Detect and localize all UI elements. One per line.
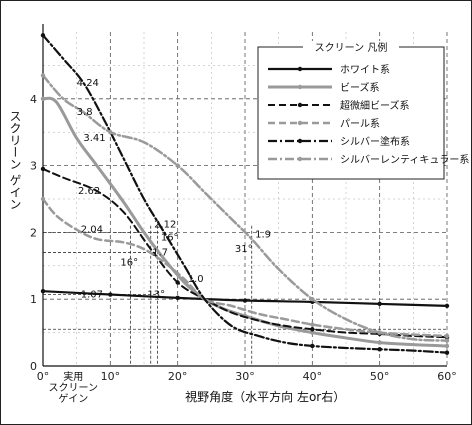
practical-gain-label: 実用 — [63, 370, 83, 383]
value-label: 16° — [161, 233, 179, 244]
series-line-3 — [42, 167, 448, 339]
y-tick-label: 0 — [30, 360, 37, 373]
legend-label: シルバー塗布系 — [340, 135, 410, 148]
legend-marker — [297, 138, 303, 144]
series-point — [444, 343, 450, 349]
value-label: 13° — [147, 290, 165, 301]
series-point — [310, 330, 315, 335]
legend-label: 超微細ビーズ系 — [340, 99, 410, 112]
legend-marker — [297, 84, 303, 90]
annotations: 4.24 3.8 3.41 2.62 2.04 1.07 2.12 16° 16° 1.7 13° 1… — [77, 78, 271, 301]
value-label: 31° — [235, 244, 253, 255]
series-point — [310, 343, 315, 349]
axes — [42, 24, 447, 367]
legend-marker — [297, 102, 303, 108]
x-axis-title: 視野角度（水平方向 左or右） — [185, 389, 345, 404]
x-tick-label: 50° — [370, 370, 390, 383]
y-tick-label: 3 — [30, 160, 37, 173]
series-point — [377, 340, 382, 345]
series-point — [108, 130, 113, 135]
series-point — [175, 280, 180, 285]
legend-label: パール系 — [340, 118, 380, 130]
value-label: 1.7 — [152, 247, 168, 258]
series-point — [242, 298, 248, 303]
series-line-4 — [41, 197, 449, 338]
x-tick-label: 20° — [168, 370, 188, 383]
series-group — [40, 33, 450, 355]
value-label: 2.62 — [78, 186, 100, 197]
value-label: 16° — [120, 257, 138, 268]
series-point — [444, 338, 450, 343]
series-point — [175, 163, 180, 168]
series-point — [377, 330, 382, 335]
x-tick-label: 10° — [101, 370, 121, 383]
legend: スクリーン 凡例ホワイト系ビーズ系超微細ビーズ系パール系シルバー塗布系シルバーレ… — [257, 41, 469, 180]
legend-title: スクリーン 凡例 — [315, 41, 388, 54]
legend-label: シルバーレンティキュラー系 — [340, 154, 469, 166]
series-line-6 — [41, 74, 449, 342]
practical-gain-label: スクリーン — [49, 382, 99, 394]
series-point — [40, 166, 46, 172]
y-axis-title: スクリーン ゲイン — [8, 110, 22, 210]
legend-label: ホワイト系 — [340, 64, 390, 76]
series-point — [310, 327, 315, 332]
value-label: 1.07 — [81, 290, 103, 301]
series-point — [444, 333, 450, 339]
legend-marker — [297, 156, 303, 162]
series-point — [175, 295, 180, 301]
series-point — [310, 322, 315, 327]
y-tick-label: 1 — [30, 293, 37, 306]
value-label: 1.9 — [255, 229, 271, 240]
series-point — [40, 33, 46, 38]
series-point — [444, 303, 450, 309]
legend-title-bg — [303, 41, 399, 53]
legend-marker — [297, 66, 303, 72]
series-point — [40, 196, 46, 202]
x-tick-label: 60° — [437, 370, 457, 383]
series-point — [444, 350, 450, 355]
series-point — [40, 288, 46, 294]
x-tick-label: 0° — [37, 370, 50, 383]
y-tick-label: 2 — [30, 226, 37, 239]
series-point — [310, 297, 315, 302]
value-label: 4.24 — [77, 78, 99, 89]
y-tick-label: 4 — [30, 93, 37, 106]
value-label: 2.04 — [81, 225, 103, 236]
series-point — [40, 96, 46, 102]
series-line-5 — [41, 34, 449, 354]
practical-gain-label: ゲイン — [58, 393, 88, 405]
series-point — [377, 301, 382, 307]
x-tick-label: 30° — [235, 370, 255, 383]
legend-marker — [297, 120, 303, 126]
value-label: 3.8 — [77, 107, 93, 118]
legend-label: ビーズ系 — [340, 81, 380, 94]
axis-labels: 0° 10° 20° 30° 40° 50° 60° 0 1 2 3 4 視野角度（水平方向 左or右）… — [8, 93, 457, 405]
series-point — [377, 347, 382, 352]
value-label: 1.0 — [188, 274, 204, 285]
series-point — [108, 292, 113, 297]
value-label: 2.12 — [154, 219, 176, 230]
x-tick-label: 40° — [303, 370, 323, 383]
value-label: 3.41 — [83, 133, 105, 144]
series-point — [40, 73, 46, 78]
